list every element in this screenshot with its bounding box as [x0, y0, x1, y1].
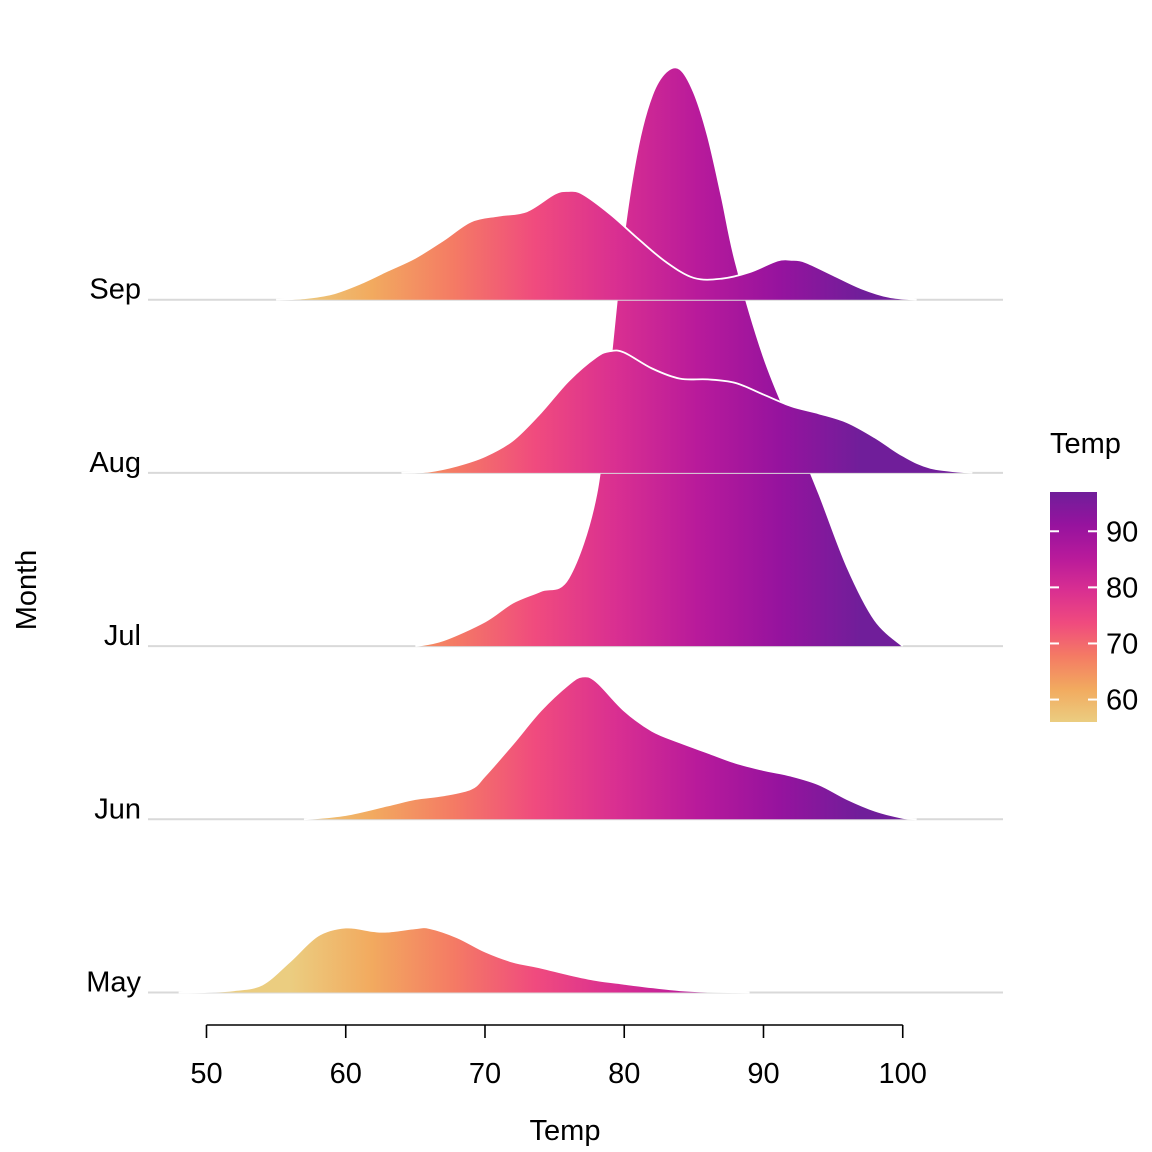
y-axis-title: Month	[11, 550, 43, 631]
x-tick-label: 80	[608, 1058, 640, 1090]
density-area-jun	[303, 676, 917, 820]
x-ticks: 50 60 70 80 90 100	[190, 1025, 927, 1090]
density-area-aug	[401, 350, 973, 473]
x-tick-label: 90	[747, 1058, 779, 1090]
x-tick-label: 100	[879, 1058, 927, 1090]
density-area-sep	[276, 190, 917, 300]
y-tick-label-aug: Aug	[89, 447, 141, 479]
density-area-may	[178, 927, 750, 993]
legend-tick-label: 80	[1106, 572, 1138, 604]
density-outline-may	[178, 926, 750, 994]
legend-title: Temp	[1050, 428, 1121, 460]
ridge-aug	[148, 349, 1003, 474]
legend-tick-label: 70	[1106, 628, 1138, 660]
x-axis-title: Temp	[530, 1115, 601, 1147]
ridges-layer	[148, 66, 1003, 994]
ridge-sep	[148, 189, 1003, 301]
density-outline-jun	[303, 675, 917, 821]
x-tick-label: 60	[330, 1058, 362, 1090]
density-area-jul	[415, 67, 903, 647]
ridge-jul	[148, 66, 1003, 648]
y-tick-label-jun: Jun	[94, 793, 141, 825]
y-tick-label-may: May	[86, 967, 141, 999]
y-tick-label-sep: Sep	[89, 274, 141, 306]
y-tick-label-jul: Jul	[104, 620, 141, 652]
x-tick-label: 50	[190, 1058, 222, 1090]
legend: Temp 60 70 80 90	[1050, 428, 1138, 722]
density-outline-sep	[276, 189, 917, 301]
legend-tick-label: 60	[1106, 685, 1138, 717]
legend-ticks: 60 70 80 90	[1050, 516, 1138, 717]
x-tick-label: 70	[469, 1058, 501, 1090]
legend-tick-label: 90	[1106, 516, 1138, 548]
y-tick-labels: May Jun Jul Aug Sep	[86, 274, 141, 999]
ridge-jun	[148, 675, 1003, 821]
x-axis: 50 60 70 80 90 100	[190, 1024, 927, 1090]
legend-colorbar	[1050, 492, 1097, 722]
density-outline-aug	[401, 349, 973, 474]
ridge-may	[148, 926, 1003, 994]
